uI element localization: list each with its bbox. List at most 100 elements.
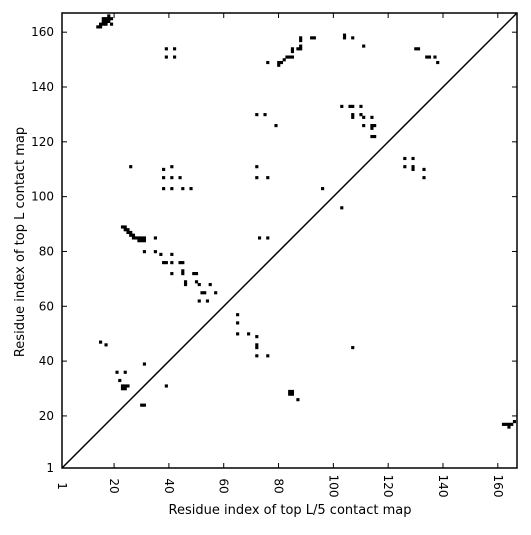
contact-point <box>290 50 295 54</box>
contact-point <box>266 176 270 180</box>
contact-point <box>129 233 133 237</box>
contact-point <box>120 387 125 391</box>
contact-point <box>512 420 517 424</box>
contact-point <box>416 47 421 51</box>
contact-point <box>164 261 168 265</box>
contact-point <box>107 19 111 23</box>
contact-point <box>126 230 130 235</box>
y-tick-label: 60 <box>39 299 54 313</box>
contact-point <box>181 272 185 276</box>
contact-point <box>101 22 105 26</box>
contact-point <box>279 60 284 65</box>
contact-point <box>107 17 111 21</box>
contact-point <box>342 36 347 40</box>
contact-point <box>140 239 144 243</box>
contact-point <box>504 422 508 426</box>
contact-point <box>170 176 174 180</box>
contact-point <box>507 425 511 429</box>
contact-point <box>170 165 174 169</box>
contact-point <box>126 228 130 232</box>
contact-point <box>96 25 100 29</box>
contact-point <box>362 44 366 48</box>
contact-point <box>109 22 114 26</box>
contact-point <box>104 19 108 23</box>
contact-point <box>183 280 188 284</box>
plot-frame <box>61 12 518 469</box>
contact-point <box>134 236 138 240</box>
x-axis-ticks: 1 20 40 60 80 100 120 140 160 <box>55 13 505 497</box>
contact-point <box>255 343 259 347</box>
contact-point <box>104 22 108 26</box>
contact-point <box>340 104 344 108</box>
contact-point <box>351 115 355 119</box>
contact-point <box>142 403 146 407</box>
contact-point <box>507 422 511 426</box>
y-axis-label: Residue index of top L contact map <box>13 127 28 357</box>
contact-point <box>159 252 163 256</box>
contact-point <box>351 113 355 117</box>
contact-point <box>290 389 295 394</box>
contact-point <box>373 134 377 139</box>
contact-point <box>277 60 281 65</box>
contact-point <box>153 250 157 254</box>
contact-point <box>99 340 103 344</box>
contact-point <box>189 187 193 191</box>
contact-point <box>236 332 240 336</box>
contact-point <box>131 236 136 240</box>
contact-point <box>142 236 146 240</box>
contact-point <box>236 313 240 317</box>
contact-point <box>200 291 204 295</box>
contact-point <box>208 282 212 287</box>
contact-point <box>277 63 281 67</box>
contact-point <box>370 124 374 128</box>
contact-point <box>192 272 196 276</box>
contact-point <box>348 104 352 108</box>
contact-point <box>164 55 168 59</box>
contact-point <box>107 14 111 18</box>
contact-point <box>170 261 174 265</box>
contact-point <box>263 113 267 117</box>
contact-point <box>422 176 426 180</box>
contact-point <box>101 17 105 21</box>
y-tick-label: 100 <box>31 190 54 204</box>
contact-point <box>299 47 303 51</box>
contact-point <box>266 354 270 358</box>
contact-point <box>120 384 125 388</box>
contact-point <box>312 36 316 40</box>
contact-point <box>296 398 300 402</box>
contact-point <box>255 346 259 350</box>
contact-point <box>197 282 201 287</box>
contact-point <box>403 165 407 169</box>
contact-points <box>96 14 517 429</box>
contact-point <box>257 236 262 240</box>
contact-point <box>299 44 303 48</box>
contact-point <box>170 252 174 256</box>
contact-point <box>255 335 259 339</box>
contact-point <box>411 165 415 169</box>
contact-point <box>359 113 363 117</box>
contact-point <box>362 124 366 128</box>
contact-point <box>181 269 185 273</box>
contact-point <box>299 36 303 40</box>
x-tick-label: 60 <box>217 478 231 493</box>
contact-point <box>501 422 506 426</box>
contact-point <box>140 403 144 407</box>
contact-point <box>170 187 174 191</box>
contact-point <box>359 104 363 108</box>
contact-point <box>362 115 366 119</box>
contact-point <box>255 165 259 169</box>
contact-point <box>411 156 415 161</box>
contact-point <box>425 55 429 59</box>
contact-point <box>162 261 166 265</box>
contact-point <box>370 126 374 130</box>
contact-point <box>203 291 207 295</box>
x-tick-label: 120 <box>381 475 395 498</box>
contact-point <box>342 33 347 37</box>
contact-point <box>414 47 418 51</box>
contact-point <box>411 167 415 172</box>
contact-point <box>164 47 168 51</box>
x-tick-label: 1 <box>55 482 69 490</box>
contact-point <box>181 187 185 191</box>
